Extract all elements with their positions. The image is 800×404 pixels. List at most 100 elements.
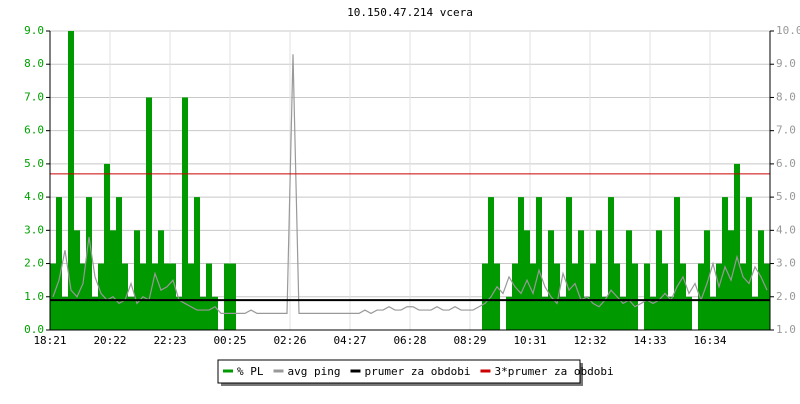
bar <box>170 263 176 330</box>
bar <box>68 31 74 330</box>
bar <box>230 263 236 330</box>
bar <box>644 263 650 330</box>
y2-tick-label: 10.0 <box>776 24 800 37</box>
y-tick-label: 1.0 <box>24 290 44 303</box>
bar <box>566 197 572 330</box>
bar <box>116 197 122 330</box>
bar <box>164 263 170 330</box>
bar <box>200 296 206 330</box>
bar <box>632 263 638 330</box>
bar <box>122 263 128 330</box>
bar <box>194 197 200 330</box>
x-tick-label: 14:33 <box>633 334 666 347</box>
bar <box>488 197 494 330</box>
y2-tick-label: 8.0 <box>776 90 796 103</box>
bar <box>494 263 500 330</box>
y2-tick-label: 3.0 <box>776 257 796 270</box>
bar <box>602 296 608 330</box>
bar <box>740 263 746 330</box>
bar <box>560 296 566 330</box>
x-tick-label: 12:32 <box>573 334 606 347</box>
bar <box>188 263 194 330</box>
bar <box>134 230 140 330</box>
axes: 0.0 1.0 2.0 3.0 4.0 5.0 6.0 7.0 8.0 9.0 1.0 2.0 3.0 4… <box>24 24 800 347</box>
bar <box>104 163 110 330</box>
y-tick-label: 8.0 <box>24 57 44 70</box>
bar <box>98 263 104 330</box>
chart-title: 10.150.47.214 vcera <box>347 6 473 19</box>
y-tick-label: 5.0 <box>24 157 44 170</box>
bar <box>590 263 596 330</box>
y-tick-label: 4.0 <box>24 190 44 203</box>
bar <box>158 230 164 330</box>
x-tick-label: 22:23 <box>153 334 186 347</box>
y2-tick-label: 1.0 <box>776 323 796 336</box>
bar <box>764 263 770 330</box>
legend: % PL avg ping prumer za obdobi 3*prumer za … <box>217 359 614 386</box>
bar <box>110 230 116 330</box>
bar <box>530 263 536 330</box>
y2-tick-label: 4.0 <box>776 223 796 236</box>
bar <box>710 296 716 330</box>
x-tick-label: 00:25 <box>213 334 246 347</box>
y-tick-label: 6.0 <box>24 124 44 137</box>
bar <box>86 197 92 330</box>
x-tick-label: 16:34 <box>693 334 726 347</box>
x-tick-label: 08:29 <box>453 334 486 347</box>
bar <box>146 97 152 330</box>
bar <box>746 197 752 330</box>
bar <box>596 230 602 330</box>
x-tick-label: 10:31 <box>513 334 546 347</box>
bar <box>650 296 656 330</box>
bar <box>716 263 722 330</box>
bar <box>686 296 692 330</box>
y2-tick-label: 6.0 <box>776 157 796 170</box>
bar <box>554 263 560 330</box>
bar <box>74 230 80 330</box>
x-tick-label: 04:27 <box>333 334 366 347</box>
bar <box>536 197 542 330</box>
bar <box>512 263 518 330</box>
y2-tick-label: 9.0 <box>776 57 796 70</box>
bar <box>680 263 686 330</box>
bar <box>542 296 548 330</box>
bar <box>92 296 98 330</box>
bar <box>80 263 86 330</box>
bar <box>506 296 512 330</box>
bar <box>722 197 728 330</box>
x-tick-label: 06:28 <box>393 334 426 347</box>
y-tick-label: 9.0 <box>24 24 44 37</box>
bar <box>176 296 182 330</box>
legend-box <box>217 359 581 384</box>
bar <box>620 296 626 330</box>
bar <box>56 197 62 330</box>
bar <box>698 263 704 330</box>
bar <box>734 163 740 330</box>
bar <box>152 263 158 330</box>
y-tick-label: 2.0 <box>24 257 44 270</box>
bar <box>578 230 584 330</box>
y2-tick-label: 7.0 <box>776 124 796 137</box>
bar <box>224 263 230 330</box>
bar <box>62 296 68 330</box>
bar <box>668 296 674 330</box>
y2-tick-label: 5.0 <box>776 190 796 203</box>
y-tick-label: 3.0 <box>24 223 44 236</box>
y-tick-label: 7.0 <box>24 90 44 103</box>
y2-tick-label: 2.0 <box>776 290 796 303</box>
legend-label: % PL <box>237 365 264 378</box>
x-tick-label: 18:21 <box>33 334 66 347</box>
bar <box>758 230 764 330</box>
x-tick-label: 02:26 <box>273 334 306 347</box>
plot <box>50 31 770 330</box>
bar <box>704 230 710 330</box>
y-tick-label: 0.0 <box>24 323 44 336</box>
bar <box>584 296 590 330</box>
bar <box>752 296 758 330</box>
legend-label: 3*prumer za obdobi <box>494 365 613 378</box>
bar <box>482 263 488 330</box>
legend-label: avg ping <box>288 365 341 378</box>
bar <box>518 197 524 330</box>
